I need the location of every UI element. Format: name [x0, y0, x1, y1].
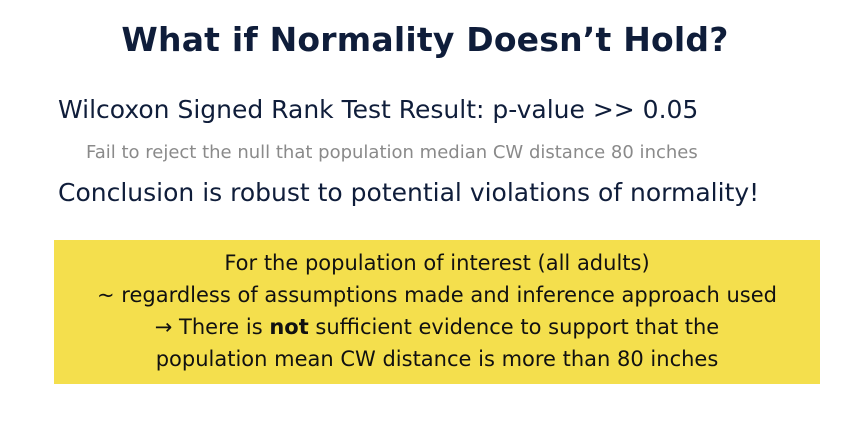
callout-line-3-suffix: sufficient evidence to support that the: [308, 315, 720, 339]
fail-to-reject-note: Fail to reject the null that population …: [86, 142, 698, 163]
callout-line-1: For the population of interest (all adul…: [224, 251, 650, 275]
slide-title: What if Normality Doesn’t Hold?: [121, 20, 729, 59]
callout-line-3: → There is not sufficient evidence to su…: [54, 311, 820, 343]
summary-callout-box: For the population of interest (all adul…: [54, 240, 820, 384]
callout-line-4: population mean CW distance is more than…: [155, 347, 719, 371]
callout-line-2: ~ regardless of assumptions made and inf…: [97, 283, 777, 307]
test-result-line: Wilcoxon Signed Rank Test Result: p-valu…: [58, 95, 699, 124]
callout-line-3-prefix: → There is: [154, 315, 270, 339]
callout-emphasis-not: not: [269, 315, 309, 339]
robustness-conclusion: Conclusion is robust to potential violat…: [58, 178, 760, 207]
